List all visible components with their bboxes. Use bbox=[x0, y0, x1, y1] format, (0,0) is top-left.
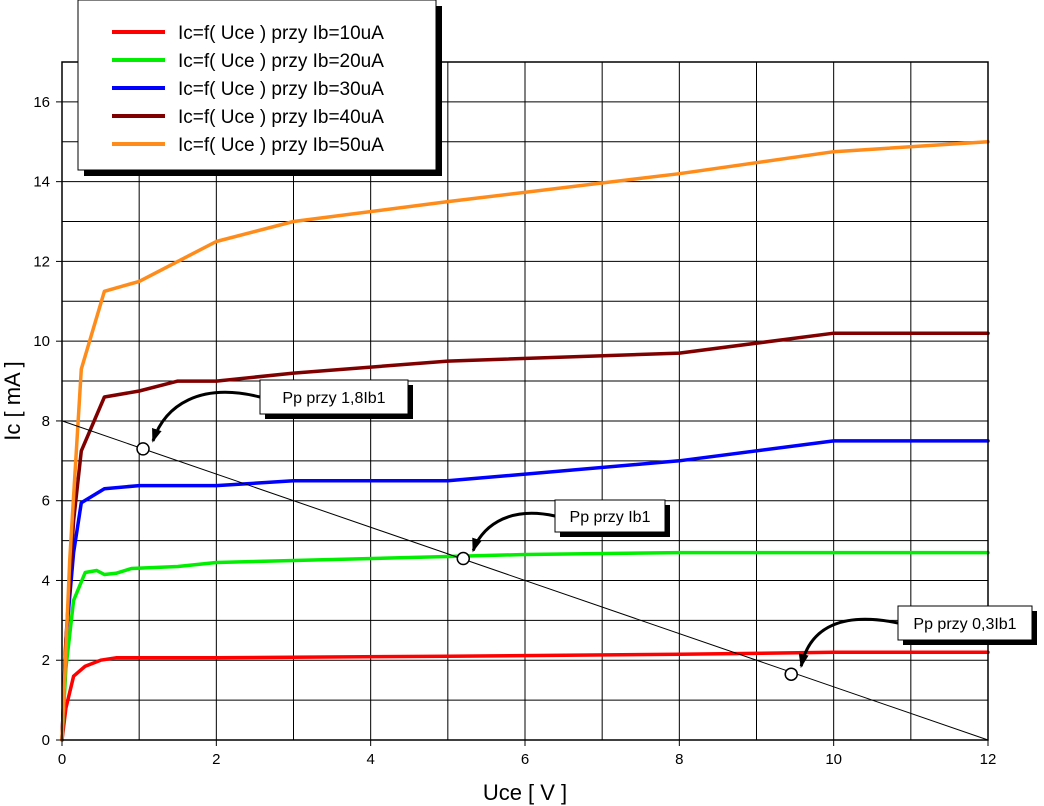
annotation-label: Pp przy 0,3Ib1 bbox=[913, 616, 1016, 633]
annotation-arrow bbox=[798, 617, 899, 669]
y-tick-label: 10 bbox=[33, 333, 50, 350]
y-tick-label: 16 bbox=[33, 94, 50, 111]
series-line-1 bbox=[60, 650, 990, 742]
load-line bbox=[61, 420, 989, 741]
legend-label: Ic=f( Uce ) przy Ib=40uA bbox=[178, 107, 384, 128]
x-tick-label: 8 bbox=[675, 751, 683, 768]
annotation-box bbox=[897, 605, 1033, 641]
legend: Ic=f( Uce ) przy Ib=10uA Ic=f( Uce ) przy… bbox=[77, 0, 442, 176]
annotations: Pp przy 1,8Ib1 Pp przy Ib1 Pp przy 0,3Ib1 bbox=[136, 379, 1037, 681]
x-tick-label: 6 bbox=[521, 751, 529, 768]
annotation-box bbox=[259, 379, 409, 415]
annotation-label: Pp przy 1,8Ib1 bbox=[282, 390, 385, 407]
operating-point-marker bbox=[456, 551, 471, 566]
series-line-2 bbox=[60, 550, 990, 742]
operating-point-marker bbox=[136, 442, 150, 456]
y-tick-label: 2 bbox=[42, 652, 50, 669]
y-axis-title: Ic [ mA ] bbox=[0, 361, 25, 440]
x-tick-label: 4 bbox=[366, 751, 374, 768]
x-tick-label: 10 bbox=[825, 751, 842, 768]
annotation-label: Pp przy Ib1 bbox=[570, 509, 651, 526]
x-tick-label: 12 bbox=[980, 751, 997, 768]
annotation-arrow bbox=[151, 390, 261, 443]
series-line-5 bbox=[60, 140, 990, 742]
x-tick-label: 2 bbox=[212, 751, 220, 768]
x-tick-label: 0 bbox=[58, 751, 66, 768]
y-tick-label: 8 bbox=[42, 413, 50, 430]
series-lines bbox=[60, 140, 990, 742]
operating-point-marker bbox=[784, 667, 798, 681]
y-tick-label: 12 bbox=[33, 253, 50, 270]
x-axis-title: Uce [ V ] bbox=[483, 780, 567, 805]
y-tick-label: 14 bbox=[33, 174, 50, 191]
y-tick-label: 6 bbox=[42, 493, 50, 510]
legend-label: Ic=f( Uce ) przy Ib=10uA bbox=[178, 23, 384, 44]
legend-label: Ic=f( Uce ) przy Ib=20uA bbox=[178, 51, 384, 72]
y-tick-label: 0 bbox=[42, 732, 50, 749]
annotation-arrow bbox=[471, 511, 556, 553]
legend-label: Ic=f( Uce ) przy Ib=50uA bbox=[178, 135, 384, 156]
legend-label: Ic=f( Uce ) przy Ib=30uA bbox=[178, 79, 384, 100]
axis-ticks: 0 2 4 6 8 10 12 0 2 4 6 8 10 12 14 16 bbox=[33, 94, 996, 768]
annotation-box bbox=[554, 499, 666, 533]
legend-box bbox=[77, 0, 437, 171]
y-tick-label: 4 bbox=[42, 572, 50, 589]
